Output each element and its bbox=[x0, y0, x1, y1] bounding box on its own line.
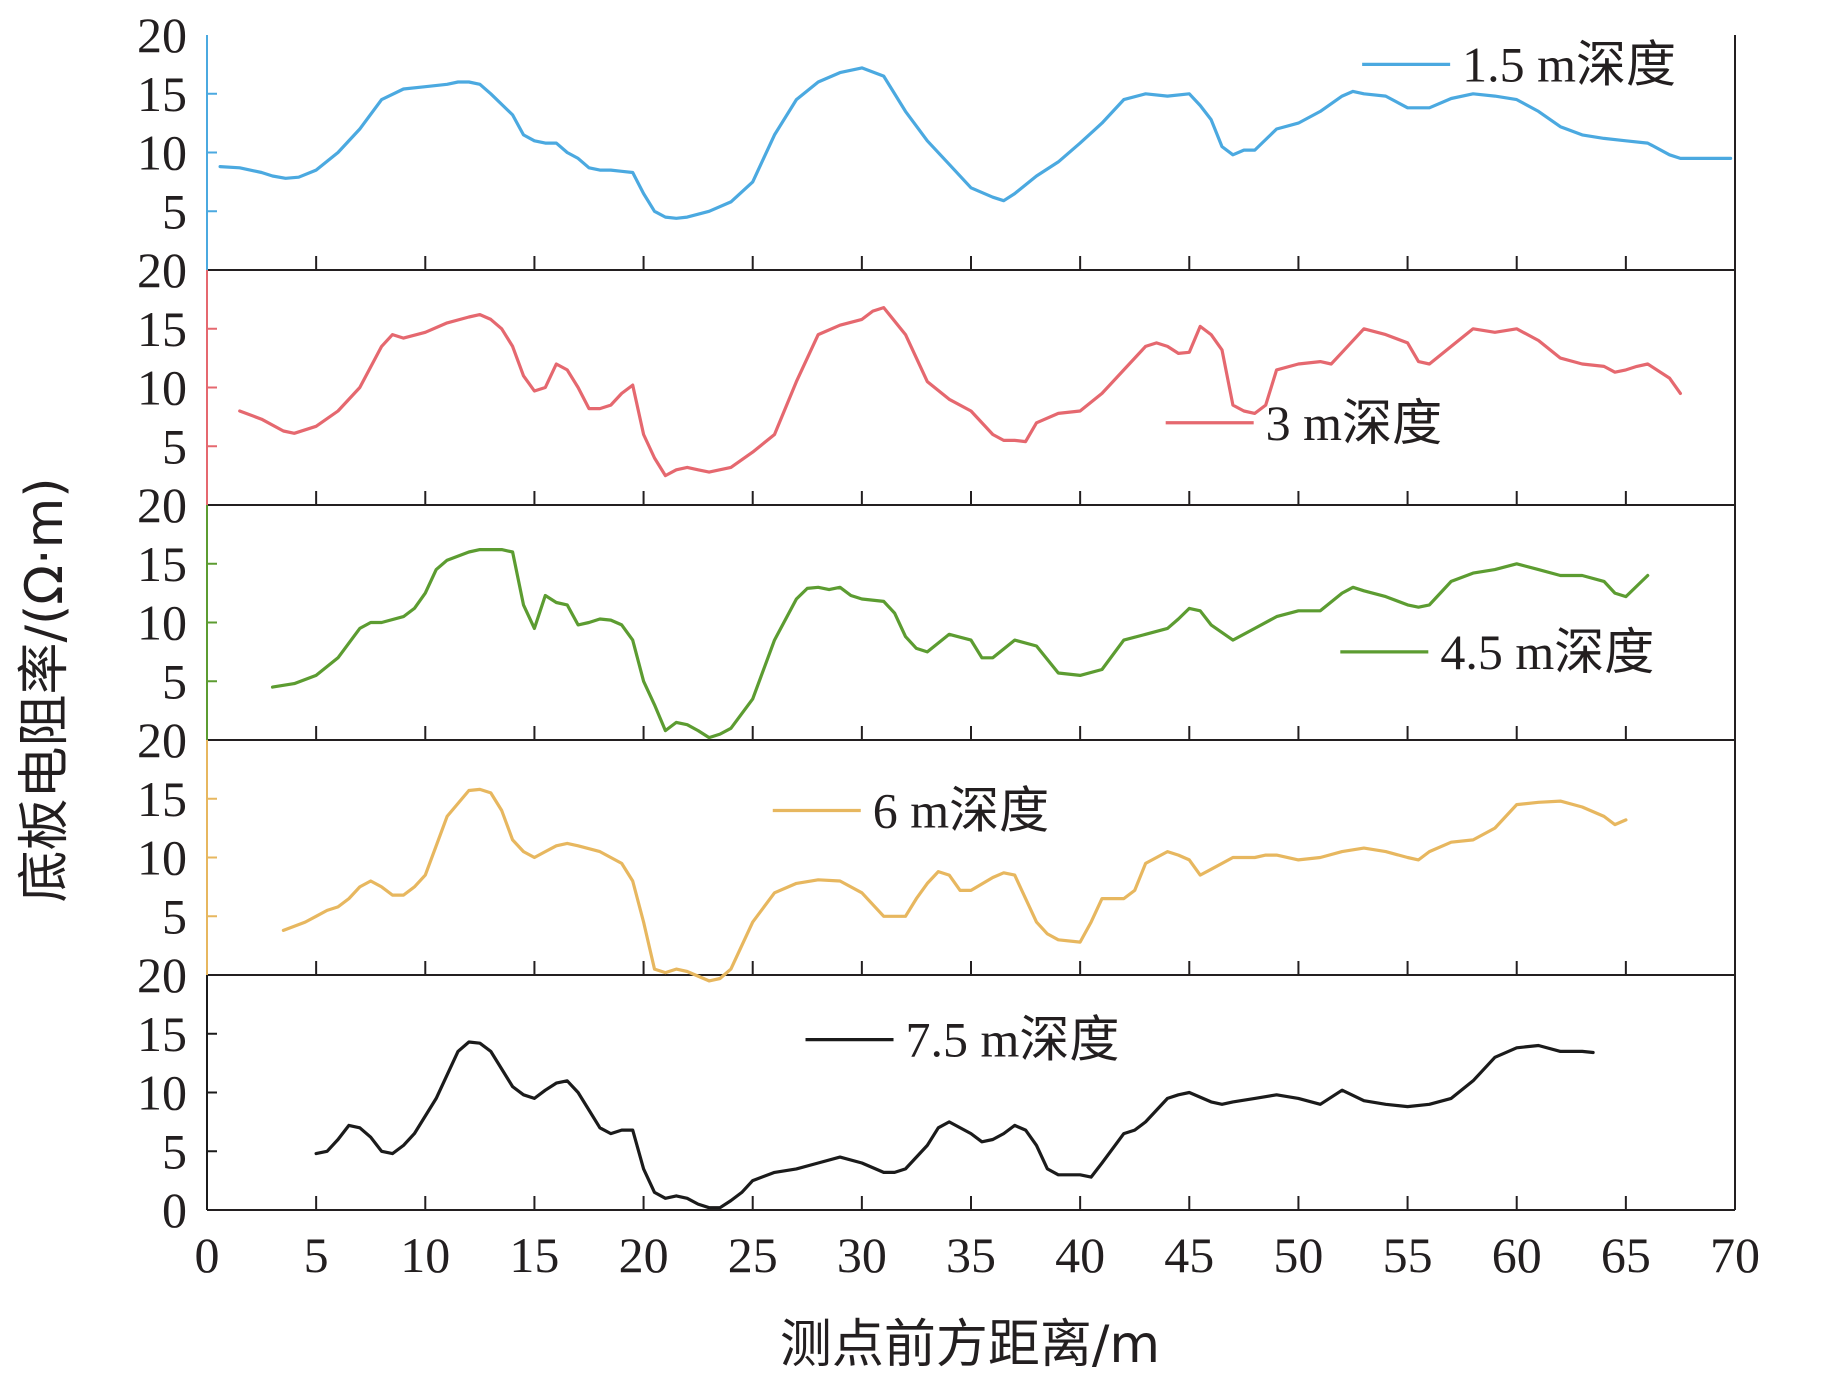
legend-label: 7.5 m深度 bbox=[906, 1012, 1120, 1068]
series-line bbox=[281, 787, 1628, 983]
legend-label: 1.5 m深度 bbox=[1462, 36, 1676, 92]
legend-label: 6 m深度 bbox=[873, 783, 1049, 839]
y-tick-label: 10 bbox=[137, 830, 187, 886]
y-tick-label: 10 bbox=[137, 360, 187, 416]
y-tick-label: 10 bbox=[137, 595, 187, 651]
y-tick-label: 15 bbox=[137, 771, 187, 827]
x-tick-label: 15 bbox=[509, 1227, 559, 1283]
legends: 1.5 m深度 3 m深度 4.5 m深度 6 m深度 7.5 m深度 bbox=[772, 36, 1676, 1068]
x-tick-label: 20 bbox=[619, 1227, 669, 1283]
y-tick-label: 5 bbox=[162, 183, 187, 239]
x-tick-label: 45 bbox=[1164, 1227, 1214, 1283]
y-tick-label: 20 bbox=[137, 7, 187, 63]
y-tick-label: 20 bbox=[137, 947, 187, 1003]
y-tick-label: 20 bbox=[137, 477, 187, 533]
legend-label: 4.5 m深度 bbox=[1440, 624, 1654, 680]
x-tick-label: 40 bbox=[1055, 1227, 1105, 1283]
legend-entry: 6 m深度 bbox=[772, 783, 1049, 839]
x-axis-title: 测点前方距离/m bbox=[780, 1315, 1160, 1375]
series-layer bbox=[218, 66, 1733, 1210]
x-tick-label: 65 bbox=[1601, 1227, 1651, 1283]
legend-entry: 4.5 m深度 bbox=[1340, 624, 1654, 680]
x-tick-label: 30 bbox=[837, 1227, 887, 1283]
y-tick-label: 15 bbox=[137, 536, 187, 592]
x-tick-label: 10 bbox=[400, 1227, 450, 1283]
x-tick-label: 35 bbox=[946, 1227, 996, 1283]
y-tick-label: 10 bbox=[137, 1065, 187, 1121]
legend-entry: 1.5 m深度 bbox=[1362, 36, 1676, 92]
series-line bbox=[238, 306, 1683, 478]
y-tick-label: 15 bbox=[137, 301, 187, 357]
y-tick-label: 0 bbox=[162, 1182, 187, 1238]
panel-frames bbox=[206, 35, 1736, 1211]
x-tick-label: 5 bbox=[304, 1227, 329, 1283]
legend-entry: 3 m深度 bbox=[1165, 395, 1442, 451]
legend-label: 3 m深度 bbox=[1266, 395, 1442, 451]
y-tick-label: 5 bbox=[162, 1123, 187, 1179]
y-axis-title: 底板电阻率/(Ω·m) bbox=[15, 477, 75, 902]
y-tick-label: 5 bbox=[162, 418, 187, 474]
x-tick-label: 25 bbox=[728, 1227, 778, 1283]
y-tick-label: 15 bbox=[137, 1006, 187, 1062]
y-tick-label: 5 bbox=[162, 653, 187, 709]
y-tick-label: 5 bbox=[162, 888, 187, 944]
series-line bbox=[270, 547, 1650, 740]
y-tick-label: 20 bbox=[137, 242, 187, 298]
legend-entry: 7.5 m深度 bbox=[805, 1012, 1120, 1068]
x-tick-labels: 0 5 10 15 20 25 30 35 40 45 50 55 60 65 70 bbox=[195, 1227, 1761, 1283]
series-line bbox=[218, 66, 1733, 220]
y-tick-label: 20 bbox=[137, 712, 187, 768]
y-tick-label: 10 bbox=[137, 125, 187, 181]
x-tick-label: 55 bbox=[1383, 1227, 1433, 1283]
x-tick-label: 70 bbox=[1710, 1227, 1760, 1283]
series-line bbox=[314, 1040, 1595, 1210]
x-tick-label: 50 bbox=[1273, 1227, 1323, 1283]
y-tick-label: 15 bbox=[137, 66, 187, 122]
x-tick-label: 0 bbox=[195, 1227, 220, 1283]
x-tick-label: 60 bbox=[1492, 1227, 1542, 1283]
